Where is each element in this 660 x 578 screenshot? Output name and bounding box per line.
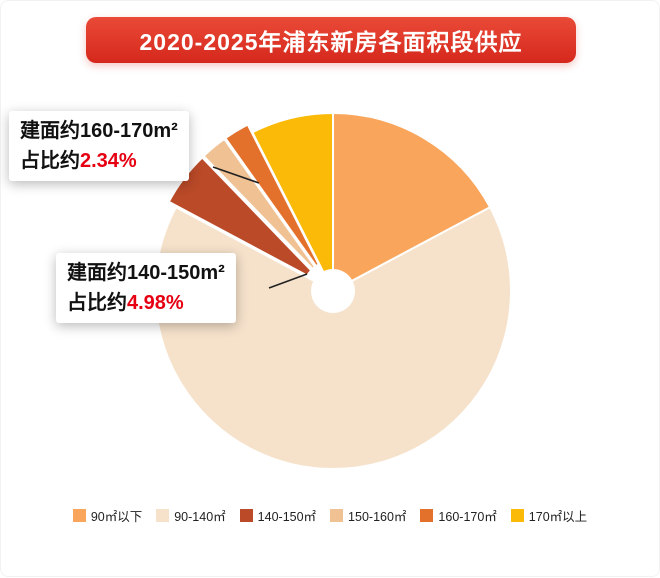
leader-line-140-150 — [268, 273, 308, 289]
legend-item-label: 170㎡以上 — [528, 510, 588, 524]
pie-slice-under-90 — [332, 112, 492, 283]
legend-item-label: 160-170㎡ — [438, 510, 497, 524]
legend: 90㎡以下 90-140㎡ 140-150㎡ 150-160㎡ 160-170㎡ 170㎡… — [1, 506, 659, 525]
legend-swatch — [72, 509, 86, 522]
legend-item-150-160: 150-160㎡ — [330, 506, 406, 525]
legend-item-over-170: 170㎡以上 — [510, 506, 588, 525]
pie-slice-160-170 — [224, 123, 320, 268]
legend-item-90-140: 90-140㎡ — [156, 506, 226, 525]
pie-slice-90-140 — [154, 206, 512, 470]
legend-item-140-150: 140-150㎡ — [239, 506, 317, 525]
callout-value-line: 占比约4.98% — [67, 288, 225, 318]
callout-160-170: 建面约160-170m² 占比约2.34% — [9, 111, 189, 181]
legend-item-label: 90-140㎡ — [174, 510, 226, 524]
legend-item-under-90: 90㎡以下 — [72, 506, 143, 525]
callout-prefix: 占比约 — [20, 150, 80, 172]
legend-swatch — [156, 509, 170, 522]
legend-item-label: 90㎡以下 — [90, 510, 143, 524]
legend-item-label: 150-160㎡ — [348, 510, 407, 524]
leader-line-160-170 — [212, 166, 260, 184]
chart-title: 2020-2025年浦东新房各面积段供应 — [139, 29, 523, 55]
pie-slice-150-160 — [202, 137, 317, 270]
callout-value-line: 占比约2.34% — [20, 146, 178, 176]
chart-title-banner: 2020-2025年浦东新房各面积段供应 — [86, 17, 576, 63]
callout-prefix: 占比约 — [67, 292, 127, 314]
callout-percent: 4.98% — [127, 292, 184, 314]
callout-label: 建面约140-150m² — [67, 262, 225, 284]
callout-percent: 2.34% — [80, 150, 137, 172]
legend-swatch — [239, 509, 253, 522]
pie-slice-140-150 — [167, 156, 313, 277]
legend-item-label: 140-150㎡ — [257, 510, 317, 524]
legend-swatch — [510, 509, 524, 522]
legend-item-160-170: 160-170㎡ — [420, 506, 497, 525]
callout-140-150: 建面约140-150m² 占比约4.98% — [56, 253, 236, 323]
callout-label: 建面约160-170m² — [20, 120, 178, 142]
pie-slice-over-170 — [251, 112, 334, 274]
legend-swatch — [420, 509, 434, 522]
legend-swatch — [330, 509, 344, 522]
